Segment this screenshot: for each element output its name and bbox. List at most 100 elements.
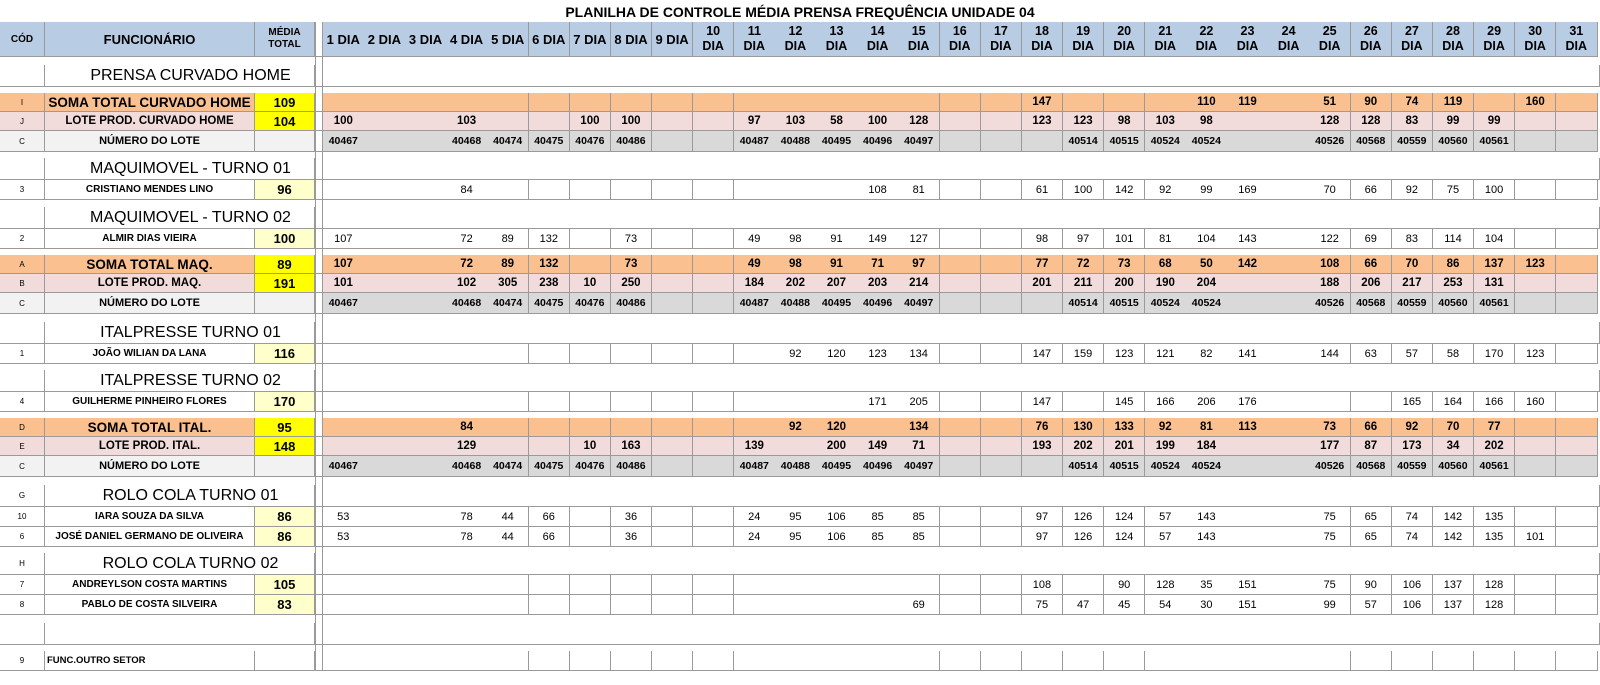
- day-cell-10[interactable]: [692, 112, 735, 131]
- day-cell-22[interactable]: 110: [1186, 93, 1228, 112]
- day-cell-17[interactable]: [980, 344, 1023, 364]
- day-cell-5[interactable]: 89: [487, 255, 529, 274]
- day-cell-20[interactable]: 145: [1103, 392, 1146, 412]
- day-cell-30[interactable]: 160: [1514, 392, 1557, 412]
- day-cell-8[interactable]: [610, 595, 653, 615]
- day-cell-14[interactable]: 100: [857, 112, 899, 131]
- day-cell-31[interactable]: [1556, 180, 1598, 200]
- day-cell-21[interactable]: 92: [1145, 418, 1187, 437]
- day-cell-22[interactable]: 35: [1186, 575, 1228, 595]
- day-cell-8[interactable]: 100: [610, 112, 653, 131]
- day-cell-6[interactable]: [528, 344, 571, 364]
- day-cell-29[interactable]: 131: [1473, 274, 1516, 293]
- day-cell-10[interactable]: [692, 527, 735, 547]
- day-cell-10[interactable]: [692, 651, 735, 671]
- day-cell-12[interactable]: [775, 392, 817, 412]
- day-cell-29[interactable]: 135: [1473, 507, 1516, 527]
- day-cell-16[interactable]: [939, 112, 982, 131]
- day-cell-21[interactable]: [1145, 93, 1187, 112]
- day-cell-4[interactable]: [446, 392, 488, 412]
- day-cell-26[interactable]: 128: [1350, 112, 1393, 131]
- day-cell-17[interactable]: [980, 575, 1023, 595]
- day-cell-1[interactable]: 100: [323, 112, 365, 131]
- day-cell-26[interactable]: 90: [1350, 93, 1393, 112]
- day-cell-13[interactable]: 91: [816, 255, 858, 274]
- day-cell-27[interactable]: 74: [1391, 93, 1434, 112]
- day-cell-17[interactable]: [980, 595, 1023, 615]
- day-cell-12[interactable]: 98: [775, 255, 817, 274]
- day-cell-7[interactable]: 10: [569, 437, 612, 456]
- day-cell-18[interactable]: 123: [1021, 112, 1064, 131]
- day-cell-26[interactable]: 66: [1350, 418, 1393, 437]
- day-cell-10[interactable]: [692, 255, 735, 274]
- day-cell-10[interactable]: [692, 180, 735, 200]
- day-cell-28[interactable]: 40560: [1432, 456, 1475, 477]
- day-cell-21[interactable]: 57: [1145, 527, 1187, 547]
- day-cell-15[interactable]: 128: [898, 112, 940, 131]
- day-cell-6[interactable]: [528, 575, 571, 595]
- day-cell-16[interactable]: [939, 392, 982, 412]
- day-cell-24[interactable]: [1268, 255, 1310, 274]
- day-cell-27[interactable]: 40559: [1391, 131, 1434, 152]
- day-cell-24[interactable]: [1268, 392, 1310, 412]
- day-cell-27[interactable]: 83: [1391, 112, 1434, 131]
- day-cell-7[interactable]: [569, 229, 612, 249]
- day-cell-10[interactable]: [692, 456, 735, 477]
- day-cell-27[interactable]: 106: [1391, 575, 1434, 595]
- day-cell-1[interactable]: 53: [323, 527, 365, 547]
- day-cell-20[interactable]: 124: [1103, 507, 1146, 527]
- day-cell-14[interactable]: 108: [857, 180, 899, 200]
- day-cell-1[interactable]: [323, 344, 365, 364]
- day-cell-23[interactable]: 176: [1227, 392, 1269, 412]
- day-cell-23[interactable]: [1227, 293, 1269, 314]
- day-cell-17[interactable]: [980, 507, 1023, 527]
- day-cell-20[interactable]: 40515: [1103, 456, 1146, 477]
- day-cell-18[interactable]: [1021, 456, 1064, 477]
- day-cell-19[interactable]: 126: [1062, 527, 1105, 547]
- day-cell-30[interactable]: [1514, 595, 1557, 615]
- day-cell-28[interactable]: 99: [1432, 112, 1475, 131]
- day-cell-3[interactable]: [405, 112, 447, 131]
- day-cell-29[interactable]: 77: [1473, 418, 1516, 437]
- day-cell-29[interactable]: 128: [1473, 575, 1516, 595]
- day-cell-26[interactable]: 40568: [1350, 456, 1393, 477]
- day-cell-26[interactable]: 63: [1350, 344, 1393, 364]
- day-cell-9[interactable]: [651, 392, 694, 412]
- day-cell-14[interactable]: 40496: [857, 293, 899, 314]
- day-cell-11[interactable]: 97: [734, 112, 776, 131]
- day-cell-24[interactable]: [1268, 456, 1310, 477]
- day-cell-18[interactable]: 147: [1021, 93, 1064, 112]
- day-cell-8[interactable]: [610, 392, 653, 412]
- day-cell-1[interactable]: [323, 418, 365, 437]
- day-cell-21[interactable]: 40524: [1145, 293, 1187, 314]
- day-cell-1[interactable]: [323, 392, 365, 412]
- day-cell-27[interactable]: [1391, 651, 1434, 671]
- day-cell-14[interactable]: 71: [857, 255, 899, 274]
- day-cell-15[interactable]: 134: [898, 344, 940, 364]
- day-cell-12[interactable]: [775, 180, 817, 200]
- day-cell-8[interactable]: 250: [610, 274, 653, 293]
- day-cell-3[interactable]: [405, 575, 447, 595]
- day-cell-23[interactable]: 119: [1227, 93, 1269, 112]
- day-cell-20[interactable]: 73: [1103, 255, 1146, 274]
- day-cell-9[interactable]: [651, 180, 694, 200]
- day-cell-13[interactable]: [816, 180, 858, 200]
- day-cell-9[interactable]: [651, 274, 694, 293]
- day-cell-18[interactable]: 75: [1021, 595, 1064, 615]
- day-cell-5[interactable]: 44: [487, 527, 529, 547]
- day-cell-5[interactable]: 44: [487, 507, 529, 527]
- day-cell-8[interactable]: 40486: [610, 456, 653, 477]
- day-cell-21[interactable]: 166: [1145, 392, 1187, 412]
- day-cell-25[interactable]: 73: [1309, 418, 1351, 437]
- day-cell-25[interactable]: 40526: [1309, 456, 1351, 477]
- day-cell-3[interactable]: [405, 527, 447, 547]
- day-cell-21[interactable]: 103: [1145, 112, 1187, 131]
- day-cell-23[interactable]: [1227, 112, 1269, 131]
- day-cell-16[interactable]: [939, 344, 982, 364]
- day-cell-9[interactable]: [651, 112, 694, 131]
- day-cell-12[interactable]: [775, 93, 817, 112]
- day-cell-22[interactable]: 104: [1186, 229, 1228, 249]
- day-cell-18[interactable]: 97: [1021, 527, 1064, 547]
- day-cell-11[interactable]: [734, 575, 776, 595]
- day-cell-11[interactable]: 184: [734, 274, 776, 293]
